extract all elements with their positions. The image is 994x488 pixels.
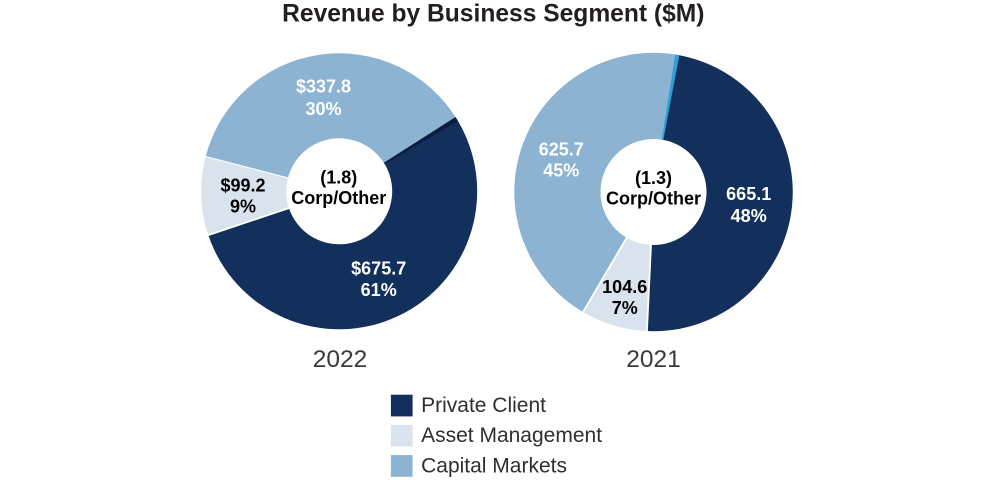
svg-text:61%: 61% [361, 280, 397, 300]
svg-text:Corp/Other: Corp/Other [606, 189, 701, 209]
svg-text:2021: 2021 [626, 346, 681, 373]
svg-text:9%: 9% [230, 197, 256, 217]
svg-text:7%: 7% [612, 298, 638, 318]
svg-text:$99.2: $99.2 [220, 176, 265, 196]
svg-text:Corp/Other: Corp/Other [291, 188, 386, 208]
svg-text:48%: 48% [731, 206, 767, 226]
svg-text:625.7: 625.7 [539, 139, 584, 159]
svg-text:Asset Management: Asset Management [421, 424, 602, 447]
svg-text:45%: 45% [543, 161, 579, 181]
svg-text:$675.7: $675.7 [351, 258, 406, 278]
svg-text:$337.8: $337.8 [296, 76, 351, 96]
svg-text:2022: 2022 [313, 346, 368, 373]
svg-text:665.1: 665.1 [726, 184, 771, 204]
svg-text:(1.8): (1.8) [320, 167, 357, 187]
svg-text:Revenue by Business Segment ($: Revenue by Business Segment ($M) [282, 1, 704, 28]
svg-text:(1.3): (1.3) [635, 168, 672, 188]
svg-text:30%: 30% [305, 99, 341, 119]
svg-text:Private Client: Private Client [421, 394, 546, 417]
svg-text:104.6: 104.6 [602, 277, 647, 297]
svg-text:Capital Markets: Capital Markets [421, 454, 567, 477]
